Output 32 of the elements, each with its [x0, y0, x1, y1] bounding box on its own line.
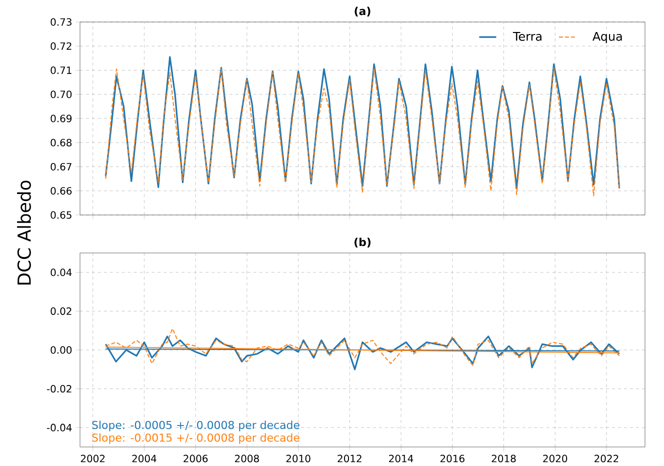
- x-tick-label: 2010: [286, 454, 310, 462]
- x-tick-label: 2008: [234, 454, 259, 462]
- x-tick-label: 2022: [594, 454, 618, 462]
- y-tick-label: 0.68: [50, 138, 72, 146]
- y-tick-label: 0.72: [50, 42, 72, 50]
- chart-title: (a): [354, 6, 370, 16]
- y-tick-label: 0.70: [50, 90, 72, 98]
- x-tick-label: 2016: [440, 454, 464, 462]
- x-tick-label: 2020: [543, 454, 568, 462]
- x-tick-label: 2006: [184, 454, 208, 462]
- x-tick-label: 2012: [338, 454, 362, 462]
- x-tick-label: 2004: [132, 454, 156, 462]
- y-tick-label: 0.67: [50, 162, 72, 171]
- y-axis-title: DCC Albedo: [17, 180, 31, 285]
- legend-label: Terra: [512, 32, 542, 41]
- y-tick-label: -0.04: [46, 424, 72, 432]
- y-tick-label: 0.00: [50, 346, 72, 354]
- y-tick-label: 0.73: [50, 18, 72, 26]
- y-tick-label: 0.66: [50, 187, 72, 195]
- chart-title: (b): [354, 238, 370, 248]
- x-tick-label: 2014: [389, 454, 414, 462]
- annotation: Slope: -0.0005 +/- 0.0008 per decade: [92, 420, 300, 432]
- y-tick-label: 0.65: [50, 211, 72, 219]
- y-tick-label: 0.69: [50, 114, 72, 122]
- y-tick-label: -0.02: [46, 385, 72, 393]
- y-tick-label: 0.71: [50, 66, 72, 74]
- y-tick-label: 0.02: [50, 307, 72, 315]
- y-tick-label: 0.04: [50, 268, 72, 276]
- x-tick-label: 2018: [492, 454, 516, 462]
- annotation: Slope: -0.0015 +/- 0.0008 per decade: [92, 433, 300, 444]
- x-tick-label: 2002: [80, 454, 105, 462]
- legend-label: Aqua: [592, 32, 622, 44]
